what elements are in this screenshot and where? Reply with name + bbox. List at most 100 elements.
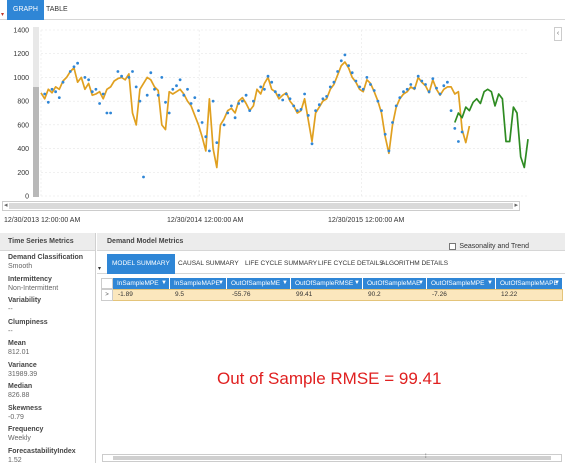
actual-point: [120, 74, 123, 78]
rmse-annotation: Out of Sample RMSE = 99.41: [217, 369, 442, 388]
tab-menu-arrow-icon[interactable]: ▾: [1, 12, 5, 18]
actual-point: [105, 111, 109, 115]
tab-table[interactable]: TABLE: [46, 6, 68, 13]
filter-icon[interactable]: ▼: [554, 280, 560, 286]
tab-model-summary[interactable]: MODEL SUMMARY: [107, 254, 175, 274]
actual-point: [460, 130, 464, 134]
fitted-series-line: [40, 61, 471, 169]
tab-life-cycle-summary[interactable]: LIFE CYCLE SUMMARY: [245, 260, 318, 267]
row-expand-icon[interactable]: >: [101, 289, 113, 301]
actual-point: [57, 96, 61, 99]
grid-corner: [101, 278, 113, 289]
actual-point: [299, 108, 303, 111]
scroll-left-icon[interactable]: ◂: [4, 202, 8, 209]
cell-outofsample-mae: 90.2: [368, 291, 381, 298]
actual-point: [270, 80, 274, 84]
actual-point: [153, 87, 156, 91]
actual-point: [215, 141, 219, 144]
metric-value: 812.01: [8, 349, 30, 356]
seasonality-checkbox[interactable]: Seasonality and Trend: [449, 238, 529, 256]
cell-outofsample-me: -55.76: [232, 291, 251, 298]
metric-item: Intermittency Non-Intermittent: [0, 273, 95, 295]
vertical-scroll-thumb[interactable]: [33, 87, 39, 197]
actual-point: [138, 99, 142, 103]
collapse-chart-button[interactable]: ‹: [554, 27, 562, 41]
checkbox-icon[interactable]: [449, 242, 457, 250]
column-header[interactable]: OutOfSampleME ▼: [227, 278, 291, 289]
tab-life-cycle-details[interactable]: LIFE CYCLE DETAILS: [318, 260, 384, 267]
grid-scroll-thumb[interactable]: [113, 456, 551, 460]
actual-point: [457, 140, 460, 143]
metric-key: Frequency: [8, 426, 44, 433]
metric-item: Variance 31989.39: [0, 359, 95, 381]
metric-value: -0.79: [8, 413, 24, 421]
y-tick-label: 200: [17, 170, 29, 177]
actual-point: [90, 90, 94, 94]
panel-title-text: Demand Model Metrics: [107, 238, 184, 245]
metric-value: 1.52: [8, 456, 22, 463]
actual-point: [339, 59, 343, 63]
actual-point: [94, 87, 98, 91]
metric-item: Mean 812.01: [0, 337, 95, 359]
actual-point: [134, 85, 138, 89]
cell-outofsample-mape: 12.22: [501, 291, 518, 298]
tab-causal-summary[interactable]: CAUSAL SUMMARY: [178, 260, 239, 267]
actual-point: [116, 70, 120, 73]
actual-point: [109, 111, 112, 115]
y-tick-label: 400: [17, 146, 29, 153]
y-tick-label: 0: [25, 194, 29, 201]
column-header[interactable]: OutOfSampleMAE ▼: [363, 278, 427, 289]
chart-vertical-scrollbar[interactable]: [33, 27, 39, 197]
filter-icon[interactable]: ▼: [161, 280, 167, 286]
scroll-grip-icon[interactable]: ⁞: [425, 454, 427, 460]
tab-graph[interactable]: GRAPH: [7, 0, 44, 20]
actual-point: [431, 77, 435, 80]
actual-point: [361, 87, 365, 91]
metric-item: Frequency Weekly: [0, 423, 95, 445]
scroll-right-icon[interactable]: ▸: [514, 202, 518, 209]
cell-outofsample-rmse: 99.41: [296, 291, 313, 298]
column-header[interactable]: OutOfSampleRMSE ▼: [291, 278, 363, 289]
table-row[interactable]: -1.89 9.5 -55.76 99.41 90.2 -7.26 12.22: [101, 289, 563, 301]
grid-horizontal-scrollbar[interactable]: ⁞: [102, 454, 562, 462]
filter-icon[interactable]: ▼: [487, 280, 493, 286]
actual-point: [204, 135, 208, 139]
actual-point: [416, 74, 420, 78]
actual-point: [211, 99, 215, 103]
actual-point: [61, 80, 65, 84]
metric-value: Non-Intermittent: [8, 284, 59, 292]
actual-point: [446, 80, 449, 84]
metric-value: --: [8, 306, 13, 313]
tab-algorithm-details[interactable]: ALGORITHM DETAILS: [381, 260, 449, 267]
seasonality-label: Seasonality and Trend: [459, 243, 529, 250]
actual-point: [336, 70, 339, 73]
subtab-menu-arrow-icon[interactable]: ▾: [98, 266, 102, 272]
filter-icon[interactable]: ▼: [218, 280, 224, 286]
column-header[interactable]: OutOfSampleMPE ▼: [427, 278, 496, 289]
actual-point: [167, 111, 171, 115]
actual-point: [442, 84, 446, 88]
filter-icon[interactable]: ▼: [282, 280, 288, 286]
metric-item: ForecastabilityIndex 1.52: [0, 445, 95, 463]
actual-point: [453, 127, 457, 130]
actual-point: [127, 76, 131, 79]
model-summary-grid: InSampleMPE ▼ InSampleMAPE ▼ OutOfSampleME…: [101, 278, 563, 308]
column-header[interactable]: OutOfSampleMAPE ▼: [496, 278, 563, 289]
chart-horizontal-scrollbar[interactable]: ◂ ▸: [2, 201, 520, 211]
actual-point: [87, 78, 90, 82]
actual-point: [449, 109, 453, 112]
actual-point: [325, 95, 328, 98]
filter-icon[interactable]: ▼: [418, 280, 424, 286]
cell-insample-mape: 9.5: [175, 291, 185, 298]
metric-item: Variability --: [0, 294, 95, 316]
actual-point: [398, 96, 402, 99]
filter-icon[interactable]: ▼: [354, 280, 360, 286]
actual-point: [252, 99, 255, 103]
demand-model-metrics-panel: Demand Model Metrics Seasonality and Tre…: [97, 233, 565, 463]
actual-point: [72, 65, 76, 69]
horizontal-scroll-thumb[interactable]: [9, 203, 513, 209]
column-header[interactable]: InSampleMAPE ▼: [170, 278, 227, 289]
actual-point: [263, 87, 266, 91]
column-header[interactable]: InSampleMPE ▼: [113, 278, 170, 289]
actual-point: [303, 92, 306, 96]
